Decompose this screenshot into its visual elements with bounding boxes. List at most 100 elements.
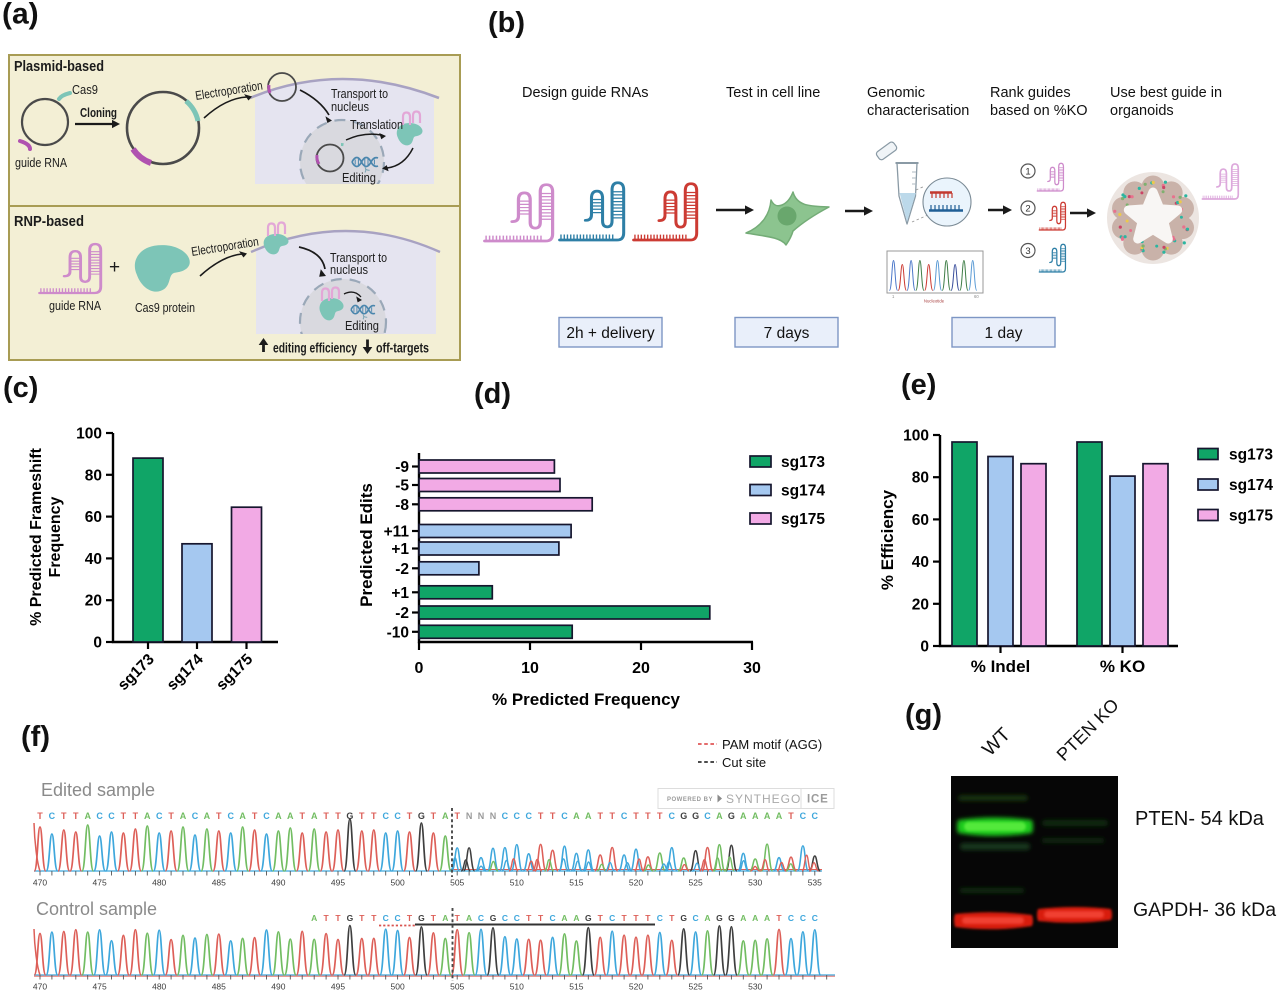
svg-text:100: 100 bbox=[76, 426, 102, 443]
svg-text:A: A bbox=[466, 913, 472, 923]
svg-text:515: 515 bbox=[569, 982, 583, 990]
svg-text:0: 0 bbox=[920, 639, 929, 656]
svg-text:A: A bbox=[561, 913, 567, 923]
svg-text:A: A bbox=[764, 913, 770, 923]
svg-text:T: T bbox=[335, 913, 341, 923]
svg-text:sg173: sg173 bbox=[1229, 447, 1273, 464]
svg-text:T: T bbox=[133, 811, 139, 821]
svg-text:C: C bbox=[382, 811, 389, 821]
svg-text:480: 480 bbox=[152, 982, 166, 990]
svg-text:475: 475 bbox=[93, 982, 107, 990]
svg-text:A: A bbox=[239, 811, 246, 821]
svg-text:535: 535 bbox=[808, 878, 822, 888]
svg-text:T: T bbox=[37, 811, 43, 821]
svg-text:C: C bbox=[394, 811, 401, 821]
svg-text:495: 495 bbox=[331, 982, 345, 990]
svg-text:G: G bbox=[680, 811, 687, 821]
svg-text:Editing: Editing bbox=[342, 171, 376, 185]
svg-text:C: C bbox=[108, 811, 115, 821]
svg-text:WT: WT bbox=[978, 723, 1015, 760]
svg-text:Genomic: Genomic bbox=[867, 85, 925, 101]
svg-text:T: T bbox=[73, 811, 79, 821]
svg-text:0: 0 bbox=[93, 635, 102, 652]
svg-text:RNP-based: RNP-based bbox=[14, 214, 84, 230]
svg-text:T: T bbox=[359, 913, 365, 923]
svg-text:A: A bbox=[716, 811, 723, 821]
svg-text:100: 100 bbox=[903, 428, 929, 445]
svg-text:-2: -2 bbox=[395, 561, 409, 578]
svg-text:2h + delivery: 2h + delivery bbox=[566, 325, 655, 342]
svg-text:C: C bbox=[788, 913, 794, 923]
svg-text:sg174: sg174 bbox=[164, 651, 207, 694]
svg-text:guide RNA: guide RNA bbox=[49, 299, 102, 313]
svg-text:G: G bbox=[347, 913, 354, 923]
svg-text:T: T bbox=[598, 913, 604, 923]
svg-text:C: C bbox=[609, 913, 615, 923]
svg-text:C: C bbox=[800, 913, 806, 923]
svg-text:20: 20 bbox=[632, 660, 650, 677]
svg-text:A: A bbox=[311, 913, 317, 923]
svg-text:C: C bbox=[514, 811, 521, 821]
svg-text:T: T bbox=[455, 913, 461, 923]
svg-text:SYNTHEGO: SYNTHEGO bbox=[726, 792, 801, 806]
svg-text:T: T bbox=[323, 913, 329, 923]
svg-text:T: T bbox=[407, 913, 413, 923]
svg-text:A: A bbox=[740, 811, 747, 821]
svg-text:60: 60 bbox=[974, 294, 979, 299]
svg-text:POWERED BY: POWERED BY bbox=[667, 797, 713, 803]
svg-text:T: T bbox=[669, 913, 675, 923]
svg-text:PTEN KO: PTEN KO bbox=[1053, 695, 1123, 765]
svg-text:+1: +1 bbox=[391, 541, 409, 558]
svg-text:C: C bbox=[812, 913, 818, 923]
svg-text:T: T bbox=[538, 811, 544, 821]
svg-text:T: T bbox=[657, 811, 663, 821]
svg-text:editing efficiency: editing efficiency bbox=[273, 340, 357, 356]
svg-text:PTEN- 54 kDa: PTEN- 54 kDa bbox=[1135, 808, 1265, 830]
svg-text:N: N bbox=[478, 811, 485, 821]
svg-text:T: T bbox=[431, 811, 437, 821]
svg-text:T: T bbox=[645, 913, 651, 923]
svg-text:470: 470 bbox=[33, 982, 47, 990]
svg-text:C: C bbox=[621, 811, 628, 821]
svg-text:A: A bbox=[776, 811, 783, 821]
svg-text:A: A bbox=[573, 811, 580, 821]
svg-text:N: N bbox=[490, 811, 497, 821]
svg-text:C: C bbox=[514, 913, 520, 923]
svg-text:T: T bbox=[621, 913, 627, 923]
svg-text:485: 485 bbox=[212, 982, 226, 990]
svg-text:Cut site: Cut site bbox=[722, 755, 766, 770]
svg-text:T: T bbox=[371, 811, 377, 821]
svg-text:C: C bbox=[669, 811, 676, 821]
svg-text:nucleus: nucleus bbox=[330, 263, 368, 277]
svg-text:520: 520 bbox=[629, 878, 643, 888]
svg-text:Frequency: Frequency bbox=[47, 496, 64, 577]
svg-text:T: T bbox=[371, 913, 377, 923]
svg-text:Rank guides: Rank guides bbox=[990, 85, 1071, 101]
svg-text:0: 0 bbox=[415, 660, 424, 677]
svg-text:A: A bbox=[287, 811, 294, 821]
svg-text:505: 505 bbox=[450, 982, 464, 990]
svg-text:ICE: ICE bbox=[807, 794, 829, 806]
svg-text:T: T bbox=[335, 811, 341, 821]
svg-text:C: C bbox=[502, 913, 508, 923]
svg-text:Edited sample: Edited sample bbox=[41, 780, 155, 800]
svg-text:510: 510 bbox=[510, 982, 524, 990]
svg-text:A: A bbox=[704, 913, 710, 923]
svg-text:A: A bbox=[180, 811, 187, 821]
svg-text:T: T bbox=[168, 811, 174, 821]
svg-text:A: A bbox=[573, 913, 579, 923]
svg-text:sg173: sg173 bbox=[781, 454, 825, 471]
svg-text:20: 20 bbox=[85, 593, 102, 610]
svg-text:sg173: sg173 bbox=[115, 651, 158, 694]
svg-text:Test in cell line: Test in cell line bbox=[726, 85, 820, 101]
svg-text:(e): (e) bbox=[901, 369, 936, 401]
svg-text:20: 20 bbox=[912, 596, 929, 613]
svg-text:-9: -9 bbox=[395, 459, 409, 476]
svg-text:(g): (g) bbox=[905, 699, 942, 731]
svg-text:T: T bbox=[431, 913, 437, 923]
svg-text:525: 525 bbox=[689, 982, 703, 990]
svg-text:500: 500 bbox=[391, 878, 405, 888]
svg-text:475: 475 bbox=[93, 878, 107, 888]
svg-text:T: T bbox=[633, 913, 639, 923]
svg-text:% KO: % KO bbox=[1100, 657, 1145, 676]
